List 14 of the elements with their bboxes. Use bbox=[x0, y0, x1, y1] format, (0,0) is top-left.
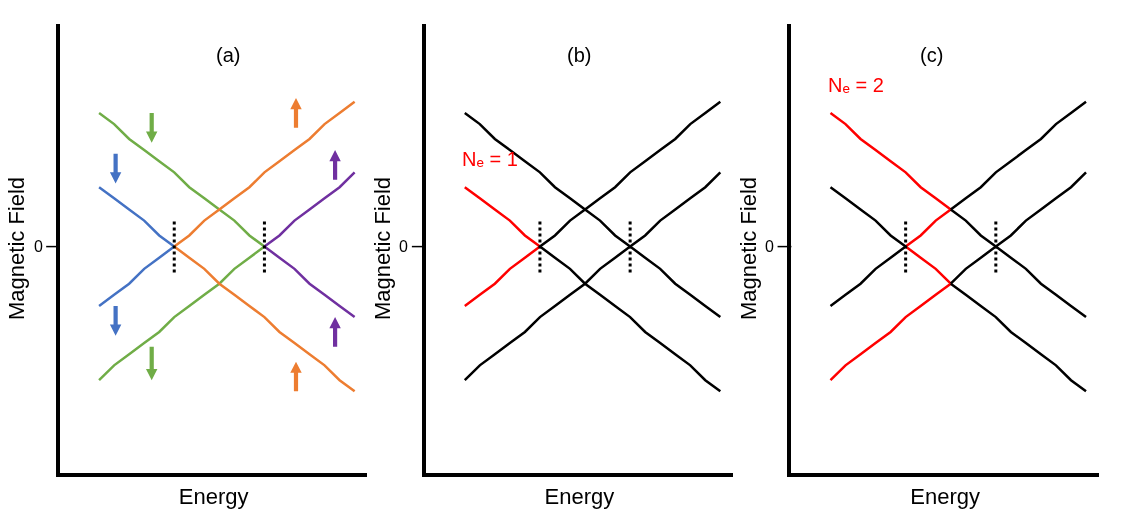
chart-title: (a) bbox=[216, 44, 241, 66]
series-label: Nₑ = 2 bbox=[828, 74, 884, 96]
chart-title: (c) bbox=[920, 44, 944, 66]
x-axis-title: Energy bbox=[178, 484, 249, 510]
y-axis-title: Magnetic Field bbox=[735, 176, 761, 320]
x-axis-title: Energy bbox=[910, 484, 980, 510]
text: 0 bbox=[34, 238, 43, 255]
text: 0 bbox=[765, 238, 774, 255]
series-label: Nₑ = 1 bbox=[462, 148, 518, 170]
y-axis-title: Magnetic Field bbox=[370, 176, 395, 320]
y-axis-title: Magnetic Field bbox=[4, 176, 30, 320]
chart-title: (b) bbox=[567, 44, 592, 66]
x-axis-title: Energy bbox=[544, 484, 615, 510]
text: 0 bbox=[399, 238, 408, 255]
